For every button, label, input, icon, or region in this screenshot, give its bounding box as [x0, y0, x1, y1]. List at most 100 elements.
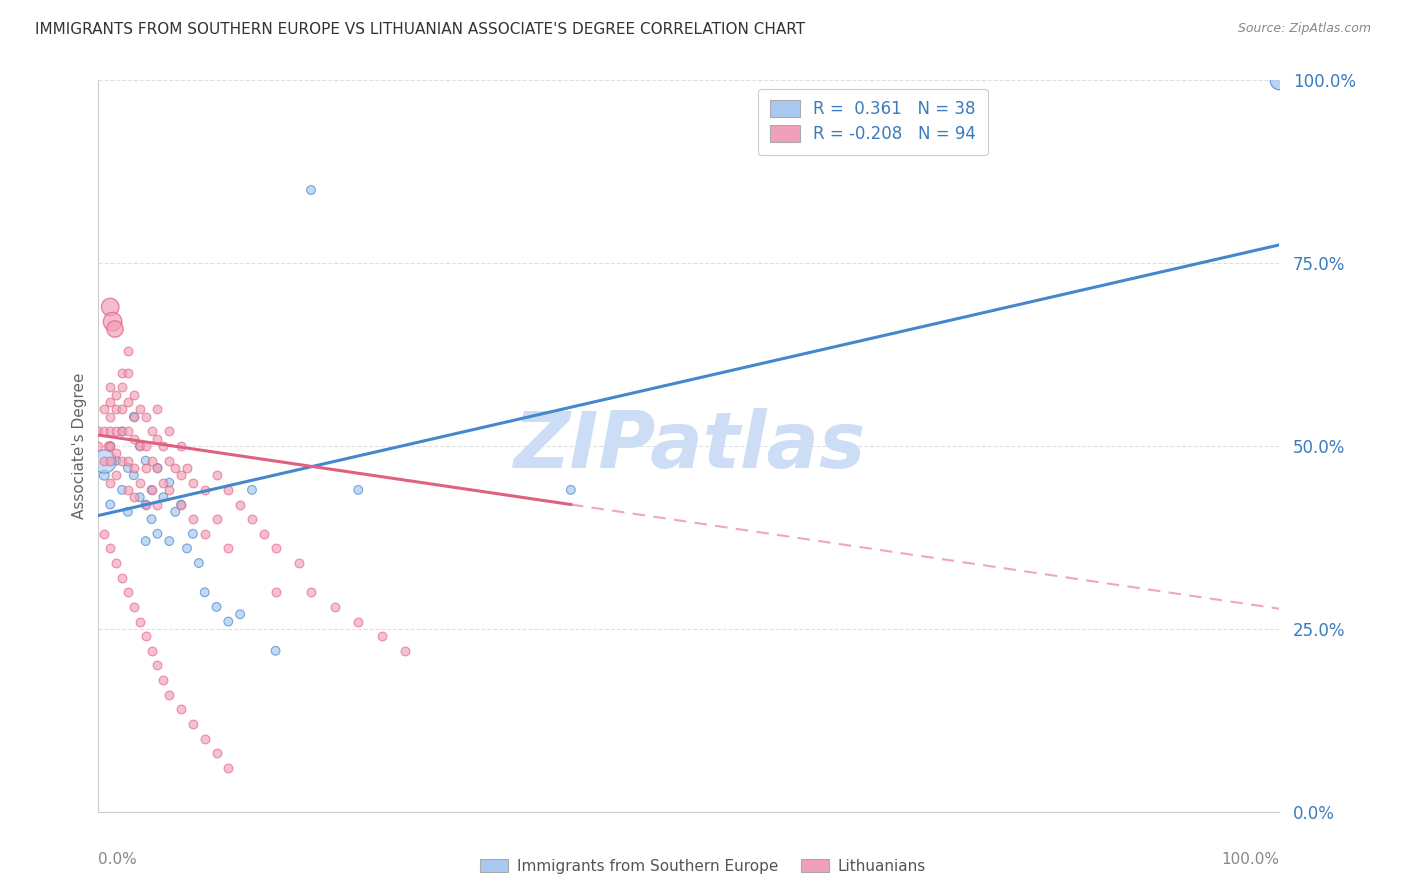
- Point: [157, 483, 180, 497]
- Point: [165, 461, 187, 475]
- Legend: Immigrants from Southern Europe, Lithuanians: Immigrants from Southern Europe, Lithuan…: [474, 853, 932, 880]
- Point: [122, 409, 145, 424]
- Point: [170, 498, 193, 512]
- Point: [135, 534, 157, 549]
- Point: [240, 483, 263, 497]
- Point: [122, 432, 145, 446]
- Point: [240, 512, 263, 526]
- Point: [165, 505, 187, 519]
- Point: [111, 425, 134, 439]
- Point: [135, 498, 157, 512]
- Point: [170, 702, 193, 716]
- Point: [93, 453, 115, 467]
- Text: 100.0%: 100.0%: [1222, 852, 1279, 867]
- Point: [122, 490, 145, 504]
- Point: [128, 490, 150, 504]
- Point: [264, 541, 287, 556]
- Point: [117, 395, 139, 409]
- Point: [146, 658, 169, 673]
- Point: [105, 453, 128, 467]
- Point: [146, 461, 169, 475]
- Point: [93, 425, 115, 439]
- Point: [141, 512, 163, 526]
- Point: [152, 673, 174, 687]
- Point: [135, 498, 157, 512]
- Point: [98, 439, 121, 453]
- Point: [111, 453, 134, 467]
- Point: [288, 556, 311, 570]
- Point: [122, 388, 145, 402]
- Point: [141, 644, 163, 658]
- Point: [105, 556, 128, 570]
- Point: [217, 483, 239, 497]
- Point: [170, 439, 193, 453]
- Point: [128, 615, 150, 629]
- Point: [122, 468, 145, 483]
- Point: [141, 483, 163, 497]
- Point: [217, 615, 239, 629]
- Point: [122, 409, 145, 424]
- Point: [157, 475, 180, 490]
- Point: [187, 556, 209, 570]
- Point: [128, 475, 150, 490]
- Point: [141, 425, 163, 439]
- Point: [146, 498, 169, 512]
- Point: [117, 343, 139, 358]
- Point: [117, 483, 139, 497]
- Point: [229, 607, 252, 622]
- Point: [135, 629, 157, 643]
- Point: [170, 468, 193, 483]
- Point: [205, 468, 228, 483]
- Point: [105, 388, 128, 402]
- Point: [181, 475, 204, 490]
- Point: [93, 453, 115, 467]
- Point: [264, 644, 287, 658]
- Point: [87, 425, 110, 439]
- Point: [98, 425, 121, 439]
- Point: [93, 526, 115, 541]
- Point: [105, 425, 128, 439]
- Point: [98, 409, 121, 424]
- Point: [217, 541, 239, 556]
- Point: [111, 571, 134, 585]
- Point: [93, 468, 115, 483]
- Point: [117, 453, 139, 467]
- Point: [194, 731, 217, 746]
- Point: [152, 490, 174, 504]
- Point: [135, 409, 157, 424]
- Text: IMMIGRANTS FROM SOUTHERN EUROPE VS LITHUANIAN ASSOCIATE'S DEGREE CORRELATION CHA: IMMIGRANTS FROM SOUTHERN EUROPE VS LITHU…: [35, 22, 806, 37]
- Point: [146, 432, 169, 446]
- Point: [264, 585, 287, 599]
- Point: [253, 526, 276, 541]
- Point: [229, 498, 252, 512]
- Point: [181, 526, 204, 541]
- Point: [205, 512, 228, 526]
- Point: [111, 380, 134, 394]
- Point: [347, 483, 370, 497]
- Point: [98, 439, 121, 453]
- Point: [146, 526, 169, 541]
- Legend: R =  0.361   N = 38, R = -0.208   N = 94: R = 0.361 N = 38, R = -0.208 N = 94: [758, 88, 987, 155]
- Point: [181, 717, 204, 731]
- Point: [98, 300, 121, 314]
- Point: [135, 453, 157, 467]
- Point: [141, 483, 163, 497]
- Point: [152, 439, 174, 453]
- Point: [205, 746, 228, 760]
- Point: [128, 402, 150, 417]
- Point: [170, 498, 193, 512]
- Point: [1268, 73, 1291, 87]
- Point: [194, 585, 217, 599]
- Y-axis label: Associate's Degree: Associate's Degree: [72, 373, 87, 519]
- Point: [323, 599, 346, 614]
- Point: [111, 483, 134, 497]
- Point: [105, 402, 128, 417]
- Point: [87, 439, 110, 453]
- Point: [371, 629, 394, 643]
- Point: [560, 483, 582, 497]
- Point: [117, 366, 139, 380]
- Text: ZIPatlas: ZIPatlas: [513, 408, 865, 484]
- Point: [146, 461, 169, 475]
- Point: [117, 461, 139, 475]
- Point: [205, 599, 228, 614]
